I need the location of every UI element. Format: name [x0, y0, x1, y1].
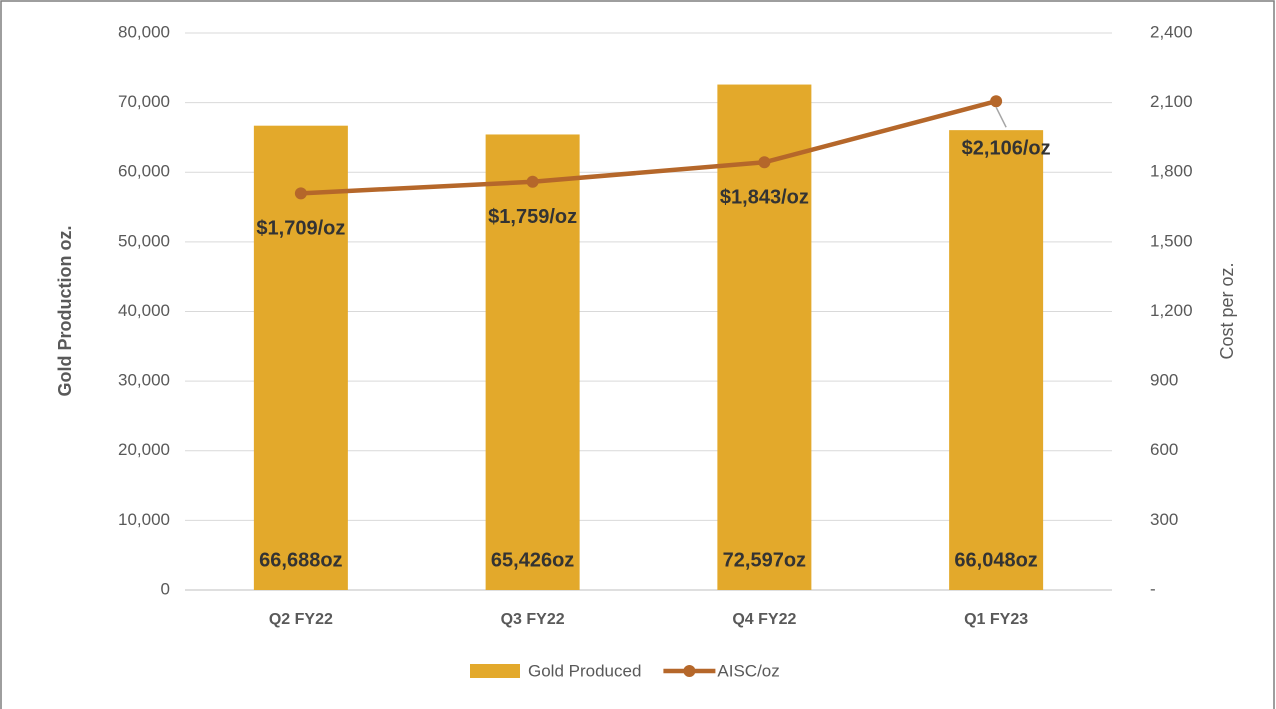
x-tick-label: Q1 FY23	[964, 611, 1028, 628]
y2-tick-label: 2,100	[1150, 92, 1193, 111]
y-tick-label: 70,000	[118, 92, 170, 111]
y2-tick-label: 1,500	[1150, 231, 1193, 250]
leader-line	[995, 106, 1007, 128]
legend-label: AISC/oz	[717, 661, 779, 680]
legend-label: Gold Produced	[528, 661, 641, 680]
x-tick-label: Q3 FY22	[501, 611, 565, 628]
line-marker	[526, 175, 539, 188]
y2-tick-label: 900	[1150, 371, 1178, 390]
line-data-label: $2,106/oz	[962, 138, 1051, 160]
y-tick-label: 10,000	[118, 510, 170, 529]
y2-tick-label: 600	[1150, 440, 1178, 459]
y2-tick-label: 1,200	[1150, 301, 1193, 320]
bar	[485, 134, 580, 590]
bar	[253, 125, 348, 590]
y-axis-title: Gold Production oz.	[55, 226, 75, 397]
bar	[949, 130, 1044, 590]
bar-data-label: 66,688oz	[259, 549, 342, 571]
line-marker	[990, 95, 1003, 108]
line-data-label: $1,759/oz	[488, 206, 577, 228]
line-marker	[758, 156, 771, 169]
y2-tick-label: 300	[1150, 510, 1178, 529]
y2-tick-label: 2,400	[1150, 22, 1193, 41]
legend-swatch-marker	[683, 665, 696, 677]
bar-data-label: 65,426oz	[491, 549, 574, 571]
line-data-label: $1,843/oz	[720, 187, 809, 209]
x-tick-label: Q4 FY22	[732, 611, 796, 628]
y2-tick-label: -	[1150, 579, 1156, 598]
y-tick-label: 60,000	[118, 162, 170, 181]
legend-swatch	[470, 664, 520, 678]
y-tick-label: 80,000	[118, 22, 170, 41]
y-tick-label: 40,000	[118, 301, 170, 320]
line	[300, 99, 997, 196]
line-data-label: $1,709/oz	[256, 218, 345, 240]
x-tick-label: Q2 FY22	[269, 611, 333, 628]
y-tick-label: 20,000	[118, 440, 170, 459]
bar-data-label: 66,048oz	[954, 549, 1037, 571]
y-tick-label: 0	[161, 579, 170, 598]
line-marker	[294, 187, 307, 200]
bar	[717, 84, 812, 590]
y2-tick-label: 1,800	[1150, 162, 1193, 181]
y-tick-label: 50,000	[118, 231, 170, 250]
bar-data-label: 72,597oz	[723, 549, 806, 571]
y2-axis-title: Cost per oz.	[1217, 262, 1237, 359]
y-tick-label: 30,000	[118, 371, 170, 390]
